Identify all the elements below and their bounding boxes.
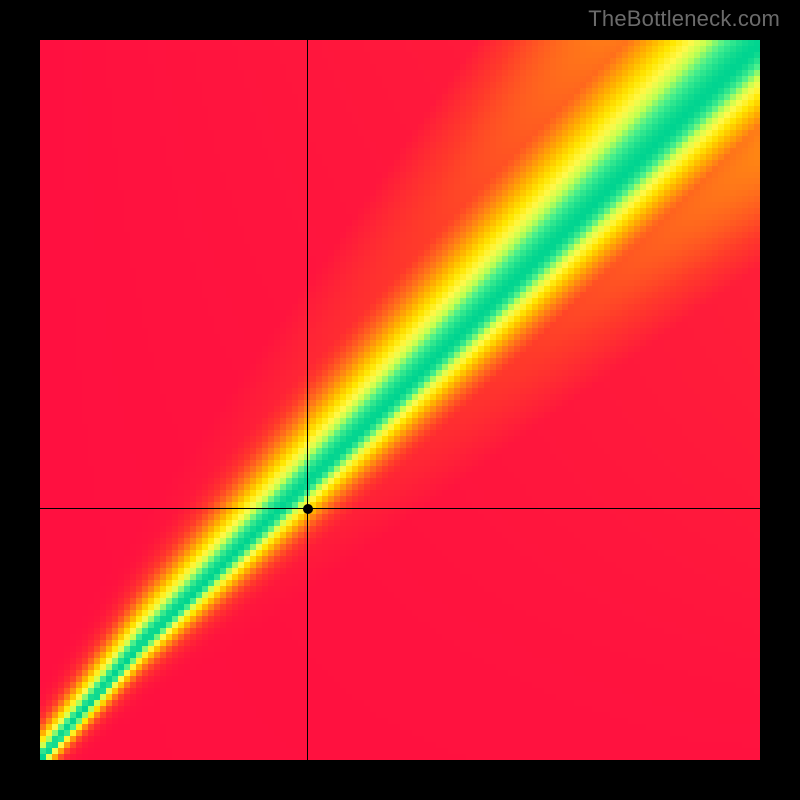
- heatmap-canvas: [40, 40, 760, 760]
- plot-area: [40, 40, 760, 760]
- watermark-label: TheBottleneck.com: [588, 6, 780, 32]
- chart-container: TheBottleneck.com: [0, 0, 800, 800]
